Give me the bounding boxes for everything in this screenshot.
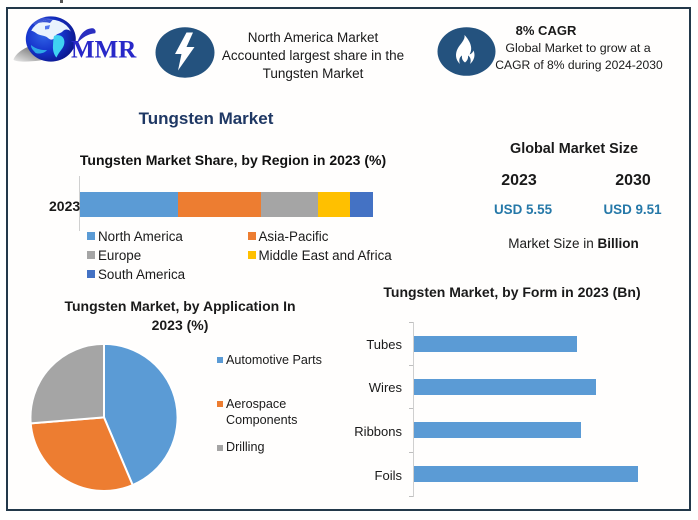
svg-text:MMR: MMR [71, 37, 137, 64]
